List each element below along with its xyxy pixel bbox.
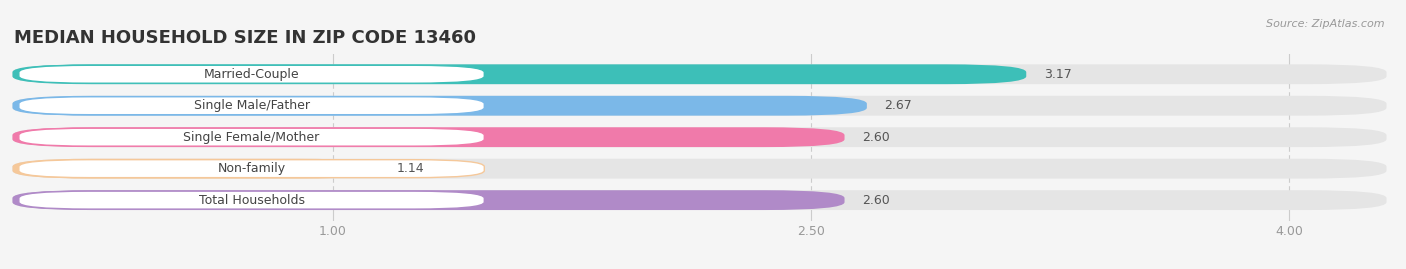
Text: 1.14: 1.14 bbox=[396, 162, 425, 175]
FancyBboxPatch shape bbox=[13, 64, 1026, 84]
Text: Source: ZipAtlas.com: Source: ZipAtlas.com bbox=[1267, 19, 1385, 29]
FancyBboxPatch shape bbox=[18, 65, 484, 83]
FancyBboxPatch shape bbox=[13, 190, 1386, 210]
Text: 2.67: 2.67 bbox=[884, 99, 912, 112]
FancyBboxPatch shape bbox=[13, 127, 845, 147]
Text: Married-Couple: Married-Couple bbox=[204, 68, 299, 81]
FancyBboxPatch shape bbox=[13, 96, 1386, 116]
Text: Single Female/Mother: Single Female/Mother bbox=[183, 131, 319, 144]
FancyBboxPatch shape bbox=[13, 96, 868, 116]
FancyBboxPatch shape bbox=[13, 127, 1386, 147]
Text: Non-family: Non-family bbox=[218, 162, 285, 175]
Text: Single Male/Father: Single Male/Father bbox=[194, 99, 309, 112]
Text: MEDIAN HOUSEHOLD SIZE IN ZIP CODE 13460: MEDIAN HOUSEHOLD SIZE IN ZIP CODE 13460 bbox=[14, 29, 477, 47]
FancyBboxPatch shape bbox=[13, 159, 380, 179]
FancyBboxPatch shape bbox=[18, 128, 484, 146]
FancyBboxPatch shape bbox=[18, 160, 484, 178]
Text: 2.60: 2.60 bbox=[862, 194, 890, 207]
FancyBboxPatch shape bbox=[13, 64, 1386, 84]
FancyBboxPatch shape bbox=[13, 159, 1386, 179]
FancyBboxPatch shape bbox=[18, 191, 484, 209]
FancyBboxPatch shape bbox=[18, 97, 484, 115]
FancyBboxPatch shape bbox=[13, 190, 845, 210]
Text: 3.17: 3.17 bbox=[1043, 68, 1071, 81]
Text: 2.60: 2.60 bbox=[862, 131, 890, 144]
Text: Total Households: Total Households bbox=[198, 194, 305, 207]
